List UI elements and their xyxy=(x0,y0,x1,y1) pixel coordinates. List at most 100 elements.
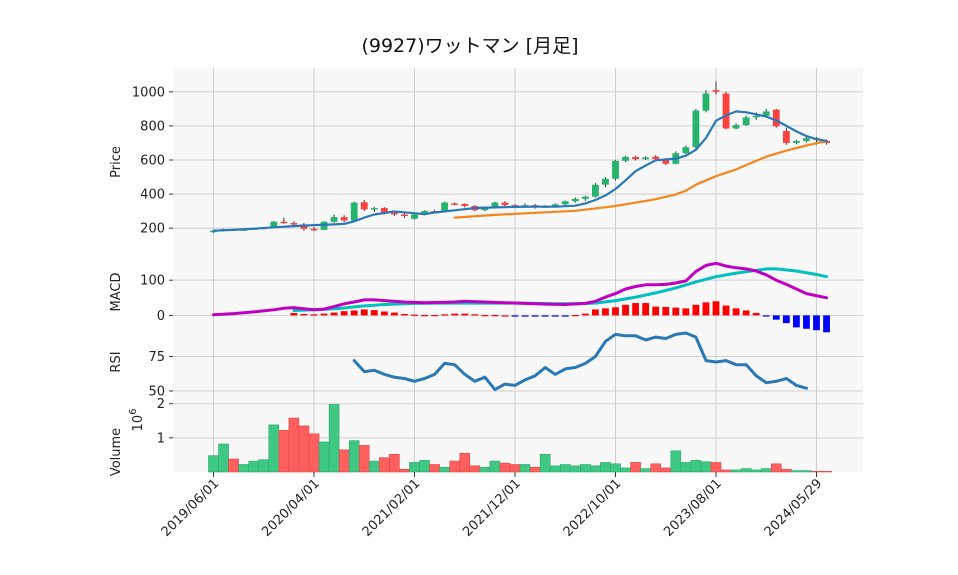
candle xyxy=(350,201,358,222)
y-tick-label: 0 xyxy=(157,309,165,324)
y-tick-label: 50 xyxy=(148,384,165,399)
candle xyxy=(712,81,720,95)
volume-bar xyxy=(660,467,672,473)
candle xyxy=(451,202,459,206)
volume-bar xyxy=(348,440,360,473)
volume-bar xyxy=(569,465,581,473)
volume-bar xyxy=(821,471,832,473)
candle-body xyxy=(451,203,459,205)
macd-hist-bar xyxy=(823,315,830,333)
y-tick-label: 200 xyxy=(140,222,165,237)
rsi-line xyxy=(352,331,808,392)
macd-hist-bar xyxy=(521,315,529,317)
candle xyxy=(501,201,509,206)
volume-bar xyxy=(590,465,601,473)
candle-body xyxy=(561,201,569,205)
volume-bar xyxy=(770,463,782,473)
candle xyxy=(722,91,730,130)
x-tick-label: 2021/02/01 xyxy=(360,476,424,540)
volume-multiplier: 106 xyxy=(128,409,146,432)
candle-body xyxy=(803,138,810,141)
volume-bar xyxy=(650,463,662,473)
macd-hist-bar xyxy=(581,313,589,316)
macd-hist-bar xyxy=(702,302,710,316)
volume-bar xyxy=(358,445,370,473)
candle-body xyxy=(782,131,790,143)
candle-body xyxy=(752,115,760,118)
candle-body xyxy=(581,196,589,199)
candle-body xyxy=(491,202,499,209)
volume-bar xyxy=(439,466,450,473)
y-tick-label: 100 xyxy=(140,274,165,289)
macd-hist-bar xyxy=(692,304,700,316)
macd-hist-bar xyxy=(310,314,318,316)
volume-bar xyxy=(208,455,219,473)
macd-hist-bar xyxy=(772,315,780,320)
candle-body xyxy=(652,156,660,160)
volume-bar xyxy=(781,468,792,473)
macd-hist-bar xyxy=(712,301,720,316)
volume-bar xyxy=(700,461,712,473)
volume-bar xyxy=(680,462,692,473)
macd-hist-bar xyxy=(722,305,730,316)
volume-bar xyxy=(489,460,501,473)
candle xyxy=(682,145,690,155)
candle-body xyxy=(501,202,509,206)
volume-bar xyxy=(288,417,300,473)
macd-hist-bar xyxy=(360,309,368,316)
candle-body xyxy=(632,156,639,160)
volume-bar xyxy=(238,464,249,473)
macd-hist-bar xyxy=(642,303,650,316)
volume-bar xyxy=(640,468,651,473)
macd-hist-bar xyxy=(662,306,670,316)
candle xyxy=(290,221,298,226)
x-tick-label: 2019/06/01 xyxy=(159,476,223,540)
chart-title: (9927)ワットマン [月足] xyxy=(361,35,578,57)
macd-hist-bar xyxy=(742,310,750,316)
volume-bar xyxy=(750,469,762,473)
volume-multiplier-label: 106 xyxy=(128,409,146,432)
candle xyxy=(340,215,348,223)
y-tick-label: 1 xyxy=(157,431,165,446)
volume-bar xyxy=(399,468,410,473)
macd-hist-bar xyxy=(380,311,388,316)
ma-long-line xyxy=(453,139,828,219)
volume-bar xyxy=(419,460,430,473)
volume-bar xyxy=(549,465,561,473)
candle-body xyxy=(612,160,619,179)
volume-bar xyxy=(469,465,481,473)
volume-bar xyxy=(308,433,320,473)
macd-hist-bar xyxy=(672,307,680,316)
candle-body xyxy=(722,93,730,129)
candle-body xyxy=(793,140,800,143)
x-tick-label: 2020/04/01 xyxy=(259,476,323,540)
candle-body xyxy=(662,159,670,164)
x-tick-label: 2021/12/01 xyxy=(460,476,524,540)
volume-bar xyxy=(710,462,722,473)
candle-body xyxy=(441,202,449,212)
macd-hist-bar xyxy=(541,315,549,317)
candle xyxy=(571,197,579,203)
volume-bar xyxy=(268,424,280,473)
macd-line xyxy=(212,261,829,317)
volume-bar xyxy=(791,470,802,473)
volume-bar xyxy=(519,464,531,473)
macd-hist-bar xyxy=(592,309,599,316)
volume-bar xyxy=(730,469,742,473)
x-tick-label: 2024/05/29 xyxy=(762,476,826,540)
y-tick-label: 1000 xyxy=(132,85,165,100)
volume-bar xyxy=(610,463,621,473)
macd-hist-bar xyxy=(350,310,358,316)
candle-body xyxy=(732,125,740,129)
candle xyxy=(632,155,639,161)
macd-hist-bar xyxy=(401,313,408,316)
candle-body xyxy=(391,212,398,215)
volume-bar xyxy=(580,464,591,473)
candle-body xyxy=(340,217,348,221)
volume-bar xyxy=(630,462,641,473)
candle xyxy=(642,156,650,160)
macd-hist-bar xyxy=(813,315,820,331)
candle xyxy=(732,123,740,130)
macd-hist-bar xyxy=(602,308,609,316)
